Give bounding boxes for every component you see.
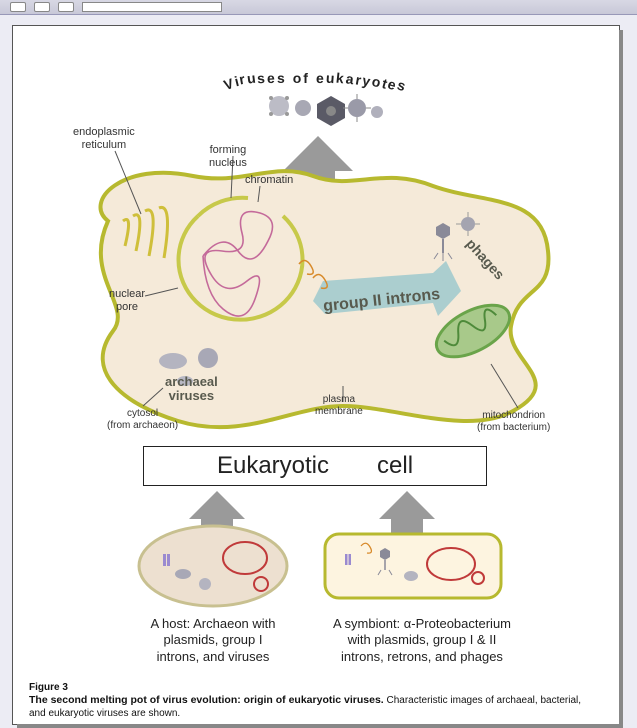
euk-word-2: cell [377,452,413,480]
document-page: Viruses of eukaryotes [12,25,620,725]
euk-virus-icons [269,94,383,126]
figure-caption: Figure 3 The second melting pot of virus… [29,682,603,721]
mitochondrion-label: mitochondrion(from bacterium) [477,410,550,433]
figure-number: Figure 3 [29,682,603,695]
chromatin-label: chromatin [245,174,293,187]
er-label: endoplasmicreticulum [73,126,135,151]
cytosol-label: cytosol(from archaeon) [107,408,178,431]
host-caption: A host: Archaeon withplasmids, group Iin… [121,616,305,665]
figure-diagram: Viruses of eukaryotes [13,26,619,724]
nuclear-pore-label: nuclearpore [109,288,145,313]
plasma-membrane-label: plasmamembrane [315,394,363,417]
window-toolbar [0,0,637,15]
forming-nucleus-label: formingnucleus [209,144,247,169]
figure-title: The second melting pot of virus evolutio… [29,694,384,706]
toolbar-button[interactable] [58,2,74,12]
symbiont-caption: A symbiont: α-Proteobacteriumwith plasmi… [311,616,533,665]
toolbar-button[interactable] [34,2,50,12]
toolbar-field[interactable] [82,2,222,12]
archaeal-viruses-label: archaealviruses [165,375,218,404]
toolbar-button[interactable] [10,2,26,12]
euk-word-1: Eukaryotic [217,452,329,480]
eukaryotic-cell-box: Eukaryotic cell [143,446,487,486]
